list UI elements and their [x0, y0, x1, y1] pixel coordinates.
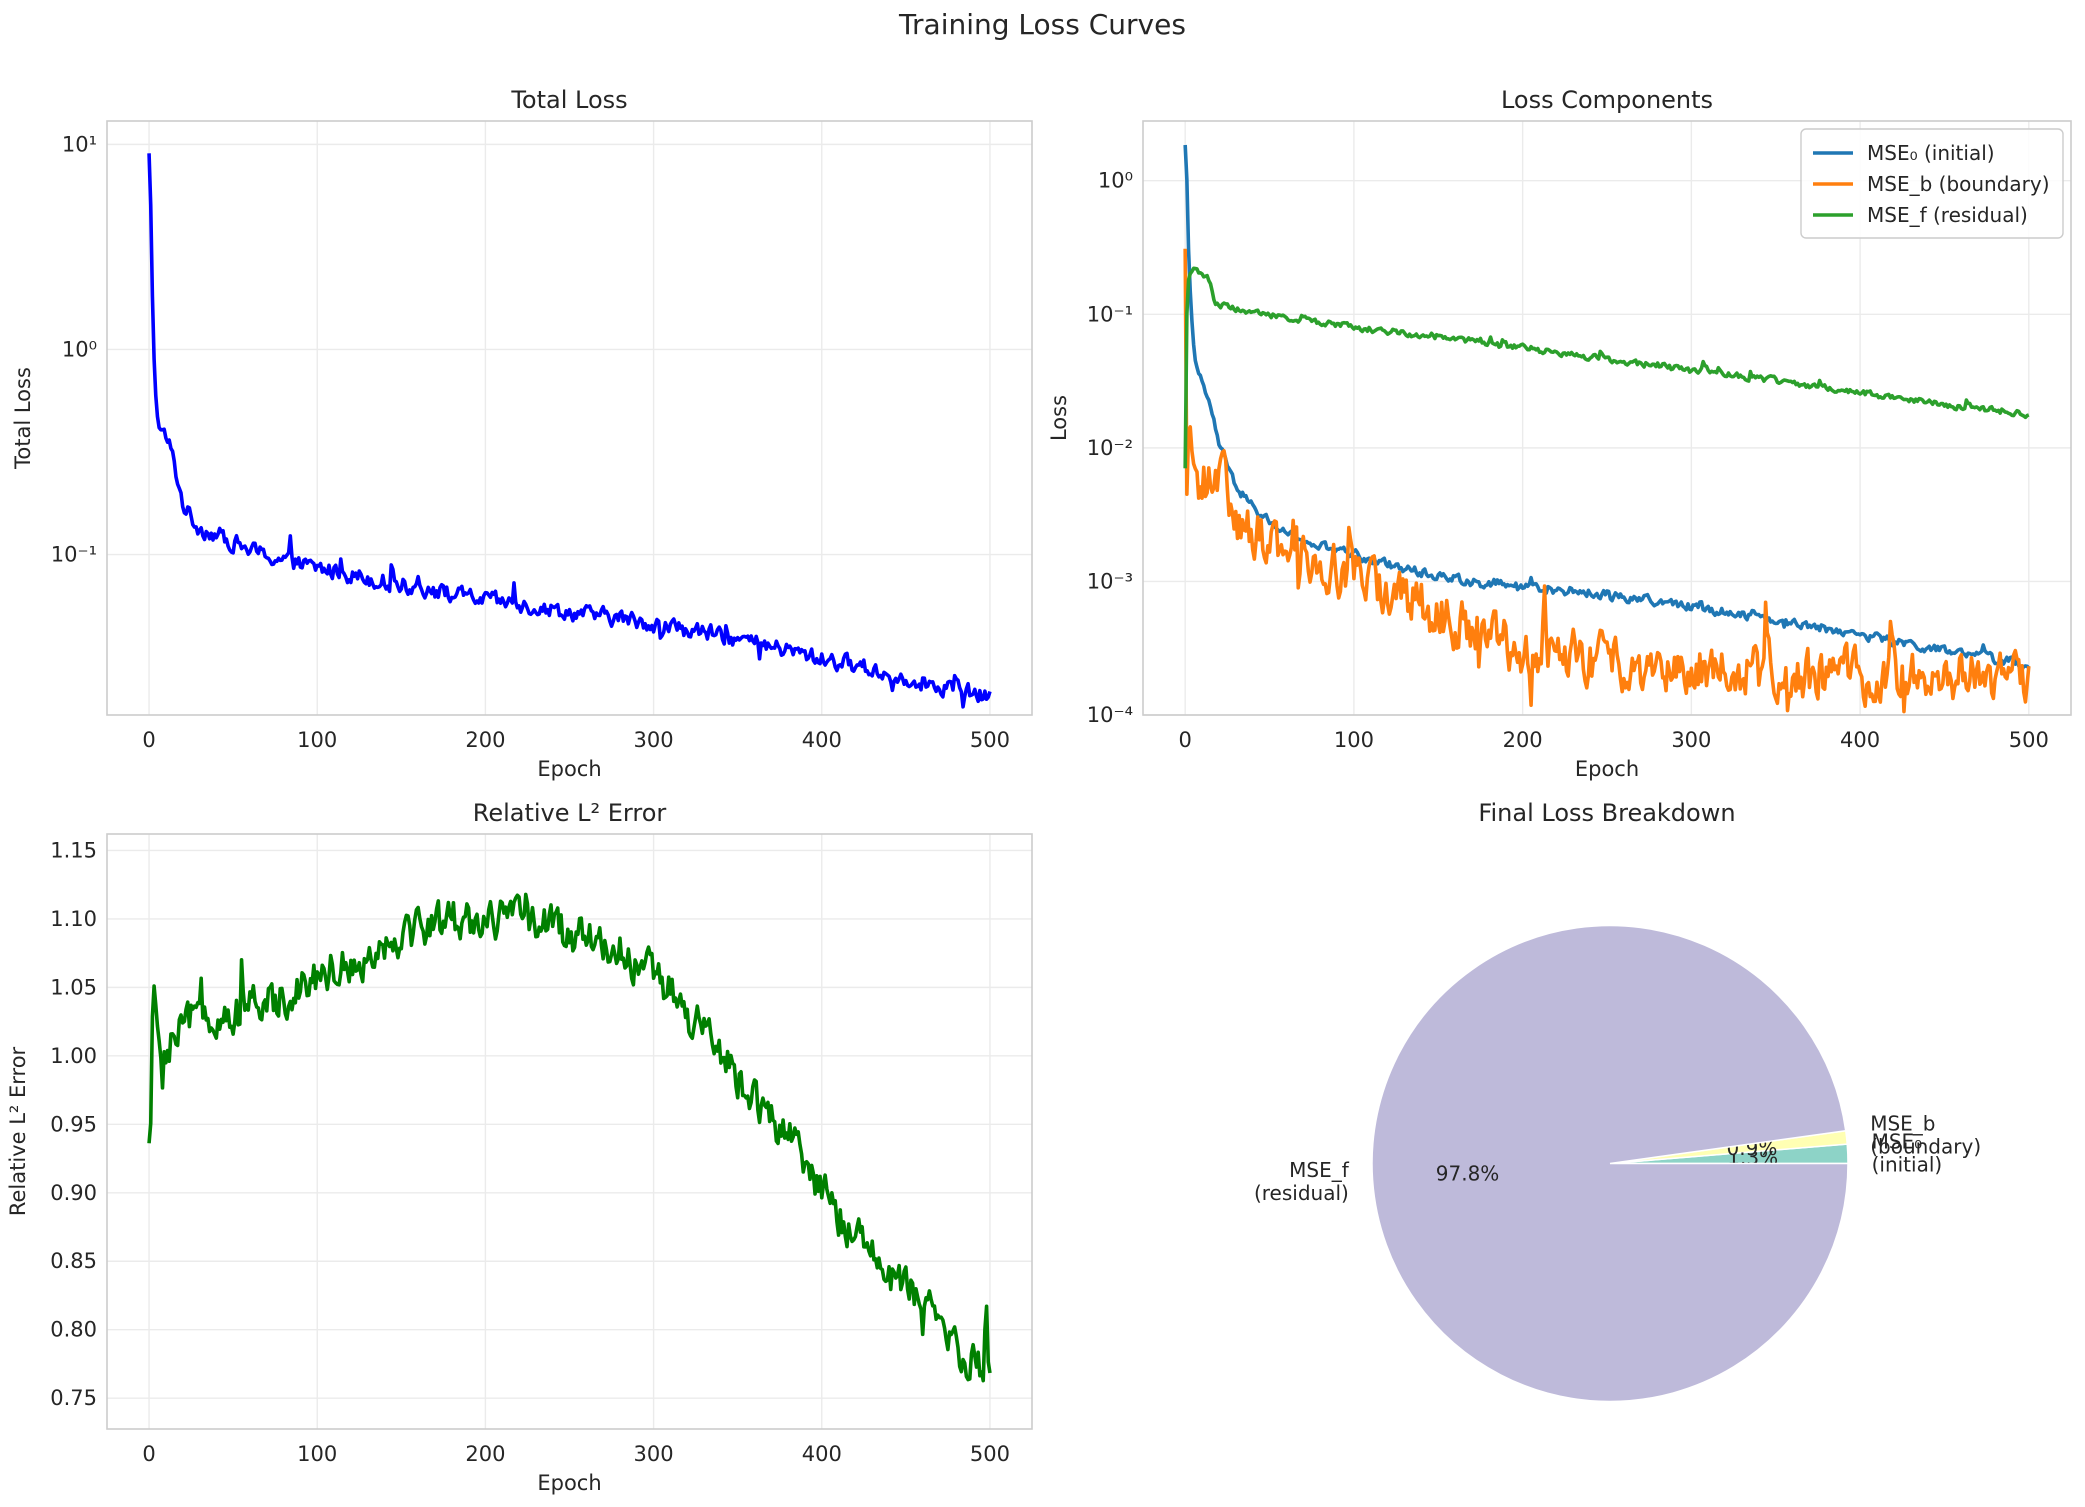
x-tick-label: 0 — [142, 1442, 155, 1466]
y-tick-label: 1.00 — [50, 1044, 97, 1068]
y-tick-label: 10⁻⁴ — [1087, 703, 1133, 727]
x-tick-label: 300 — [634, 728, 674, 752]
subplot-1: 0 100 200 300 400 500 10⁻¹ 10⁰ 10¹ Total Loss Epoc… — [11, 86, 1033, 781]
x-tick-label: 400 — [802, 1442, 842, 1466]
y-tick-label: 10⁰ — [1098, 169, 1133, 193]
x-axis-label: Epoch — [537, 757, 601, 781]
y-tick-label: 0.90 — [50, 1181, 97, 1205]
y-axis-label: Loss — [1047, 395, 1071, 441]
axes-frame — [1142, 120, 2072, 716]
x-tick-label: 200 — [465, 1442, 505, 1466]
legend: MSE₀ (initial) MSE_b (boundary) MSE_f (res… — [1800, 128, 2064, 239]
subplot-4: 1.3%MSE₀ (initial)0.9%MSE_b (boundary)97.8… — [1254, 799, 1981, 1403]
legend-label: MSE_f (residual) — [1867, 203, 2028, 227]
x-tick-label: 400 — [802, 728, 842, 752]
y-tick-label: 0.75 — [50, 1386, 97, 1410]
subplot-title: Loss Components — [1501, 86, 1713, 114]
axes-frame — [106, 833, 1033, 1430]
x-tick-label: 0 — [1178, 728, 1191, 752]
x-tick-label: 500 — [970, 728, 1010, 752]
legend-box — [1800, 128, 2064, 239]
x-tick-label: 0 — [142, 728, 155, 752]
y-tick-label: 1.10 — [50, 907, 97, 931]
series-line-1 — [147, 153, 992, 709]
x-tick-label: 500 — [970, 1442, 1010, 1466]
y-tick-label: 1.15 — [50, 838, 97, 862]
x-tick-label: 300 — [1671, 728, 1711, 752]
pie-slice-label: MSE_b (boundary) — [1870, 1111, 1981, 1158]
pie-pct-label: 97.8% — [1436, 1161, 1500, 1185]
y-axis-label: Relative L² Error — [6, 1046, 30, 1216]
x-tick-label: 400 — [1840, 728, 1880, 752]
subplot-title: Relative L² Error — [473, 799, 667, 827]
x-tick-label: 200 — [1503, 728, 1543, 752]
y-tick-label: 10⁻¹ — [51, 543, 97, 567]
x-axis-label: Epoch — [537, 1471, 601, 1495]
y-tick-label: 10¹ — [62, 132, 97, 156]
series-line-1 — [147, 892, 992, 1383]
y-tick-label: 10⁻² — [1087, 436, 1133, 460]
y-tick-label: 10⁻³ — [1087, 569, 1133, 593]
subplot-3: 0 100 200 300 400 500 0.75 0.80 0.85 0.90 0.95 1.00… — [6, 799, 1033, 1495]
y-tick-label: 0.85 — [50, 1249, 97, 1273]
y-tick-label: 0.95 — [50, 1112, 97, 1136]
series-line-2 — [1183, 248, 2031, 714]
subplot-title: Final Loss Breakdown — [1478, 799, 1735, 827]
legend-label: MSE_b (boundary) — [1867, 172, 2050, 196]
series-line-3 — [1183, 266, 2030, 469]
pie-slice-3 — [1371, 924, 1849, 1403]
y-tick-label: 10⁻¹ — [1087, 302, 1133, 326]
figure-title: Training Loss Curves — [899, 8, 1186, 41]
y-tick-label: 10⁰ — [62, 337, 97, 361]
x-tick-label: 100 — [297, 728, 337, 752]
axes-frame — [106, 120, 1033, 716]
subplot-2: 0 100 200 300 400 500 10⁻⁴ 10⁻³ 10⁻² 10⁻¹ 10⁰ Loss … — [1047, 86, 2072, 781]
x-tick-label: 100 — [1334, 728, 1374, 752]
x-tick-label: 500 — [2009, 728, 2049, 752]
subplot-title: Total Loss — [510, 86, 627, 114]
pie-slice-label: MSE₀ (initial) — [1872, 1129, 1943, 1176]
y-tick-label: 0.80 — [50, 1318, 97, 1342]
legend-label: MSE₀ (initial) — [1867, 141, 1995, 165]
x-tick-label: 300 — [634, 1442, 674, 1466]
x-tick-label: 200 — [465, 728, 505, 752]
y-tick-label: 1.05 — [50, 975, 97, 999]
pie-slice-label: MSE_f (residual) — [1254, 1158, 1350, 1205]
x-tick-label: 100 — [297, 1442, 337, 1466]
y-axis-label: Total Loss — [11, 367, 35, 470]
x-axis-label: Epoch — [1575, 757, 1639, 781]
